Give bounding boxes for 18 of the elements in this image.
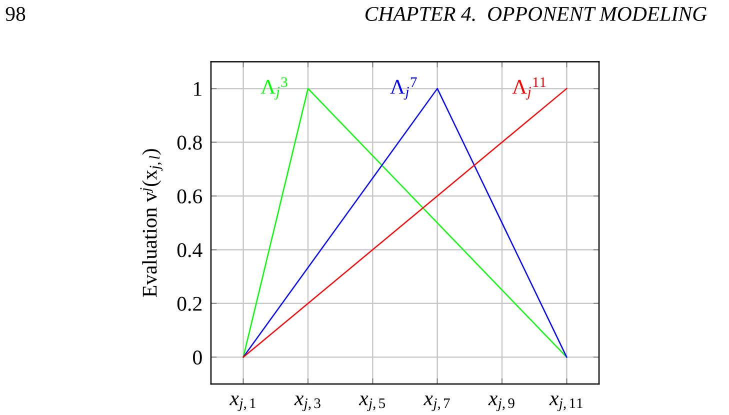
y-axis-title: Evaluation v$^{j}$(x$_{j,l}$)	[140, 149, 163, 297]
y-tick-label: 0.8	[177, 136, 202, 150]
y-tick-label: 0	[193, 350, 202, 365]
x-tick-label: x$_{j,3}$	[294, 396, 320, 412]
x-tick-label: x$_{j,11}$	[549, 396, 582, 412]
y-tick-label: 0.2	[177, 296, 202, 311]
series-label: Λ$_{j}$$^{7}$	[390, 77, 417, 100]
y-tick-label: 0.4	[177, 243, 202, 258]
text: 98	[6, 6, 26, 21]
x-tick-label: x$_{j,7}$	[424, 396, 450, 412]
x-tick-label: x$_{j,5}$	[358, 396, 386, 412]
text: CHAPTER 4. OPPONENT MODELING	[365, 6, 707, 22]
y-tick-label: 0.6	[177, 189, 202, 204]
y-tick-label: 1	[194, 82, 202, 96]
x-tick-label: x$_{j,1}$	[230, 396, 256, 412]
x-tick-label: x$_{j,9}$	[488, 396, 514, 412]
series-label: Λ$_{j}$$^{3}$	[260, 77, 288, 100]
series-label: Λ$_{j}$$^{11}$	[512, 77, 546, 100]
